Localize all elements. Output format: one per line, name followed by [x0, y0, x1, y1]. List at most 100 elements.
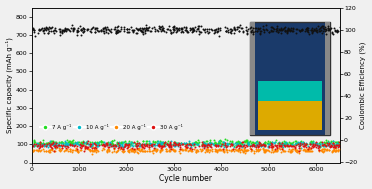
Point — [238, 148, 244, 151]
Point — [303, 143, 309, 146]
Point — [322, 29, 328, 32]
Point — [250, 32, 256, 35]
Point — [124, 143, 129, 146]
Point — [299, 29, 305, 32]
Point — [143, 27, 149, 30]
Point — [84, 146, 90, 149]
Point — [296, 146, 302, 149]
Point — [121, 147, 126, 150]
Point — [140, 30, 146, 33]
Point — [40, 29, 46, 32]
Point — [139, 30, 145, 33]
Point — [81, 149, 87, 152]
Point — [318, 148, 324, 151]
Point — [327, 142, 333, 145]
Point — [243, 143, 248, 146]
Point — [244, 145, 250, 148]
Point — [224, 145, 230, 148]
Point — [78, 28, 84, 31]
Point — [216, 141, 222, 144]
Point — [234, 146, 240, 149]
Point — [246, 141, 251, 144]
Point — [85, 28, 91, 31]
Point — [39, 142, 45, 145]
Point — [65, 143, 71, 146]
Point — [113, 151, 119, 154]
Point — [281, 140, 287, 143]
Point — [254, 149, 260, 152]
Point — [170, 147, 176, 150]
Point — [252, 26, 258, 29]
Point — [167, 29, 173, 32]
Point — [271, 142, 277, 145]
Point — [166, 24, 172, 27]
Point — [179, 143, 185, 146]
Point — [88, 28, 94, 31]
Point — [48, 26, 54, 29]
Point — [41, 145, 47, 148]
Point — [95, 29, 101, 32]
Point — [328, 145, 334, 148]
Point — [138, 149, 144, 152]
Point — [84, 142, 90, 145]
Point — [295, 143, 301, 146]
Point — [51, 143, 57, 146]
Point — [245, 142, 251, 145]
Point — [87, 145, 93, 148]
Point — [226, 142, 232, 145]
Point — [191, 142, 197, 145]
Point — [46, 143, 52, 146]
Point — [121, 149, 127, 152]
Point — [261, 143, 267, 146]
Point — [166, 140, 171, 143]
Point — [41, 143, 46, 146]
Point — [256, 141, 262, 144]
Point — [153, 149, 159, 153]
Point — [154, 147, 160, 150]
Point — [153, 147, 158, 150]
Point — [284, 31, 290, 34]
Point — [236, 144, 242, 147]
Point — [316, 144, 322, 147]
Point — [178, 141, 184, 144]
Point — [151, 146, 157, 149]
Point — [334, 143, 340, 146]
Point — [179, 30, 185, 33]
Point — [240, 140, 246, 143]
Point — [208, 146, 214, 149]
Point — [74, 149, 80, 152]
Point — [232, 29, 238, 32]
Point — [207, 140, 213, 143]
Point — [45, 141, 51, 144]
Point — [292, 146, 298, 149]
Point — [191, 143, 197, 146]
Point — [201, 143, 207, 146]
Point — [158, 145, 164, 148]
Point — [106, 142, 112, 145]
Point — [191, 141, 197, 144]
Point — [150, 151, 156, 154]
Point — [149, 144, 155, 147]
Point — [317, 144, 323, 147]
Point — [320, 144, 326, 147]
Point — [92, 140, 98, 143]
Point — [148, 143, 154, 146]
Point — [295, 141, 301, 144]
Point — [80, 140, 86, 143]
Point — [130, 145, 136, 148]
Point — [174, 142, 180, 145]
Point — [89, 143, 95, 146]
Point — [308, 146, 314, 149]
Point — [287, 29, 293, 32]
Point — [137, 27, 143, 30]
Point — [286, 29, 292, 32]
Point — [132, 150, 138, 153]
Point — [94, 143, 100, 146]
Point — [39, 144, 45, 147]
Point — [175, 28, 181, 31]
Point — [336, 146, 341, 149]
Point — [73, 148, 79, 151]
Point — [119, 144, 125, 147]
Point — [46, 149, 52, 152]
Point — [164, 143, 170, 146]
